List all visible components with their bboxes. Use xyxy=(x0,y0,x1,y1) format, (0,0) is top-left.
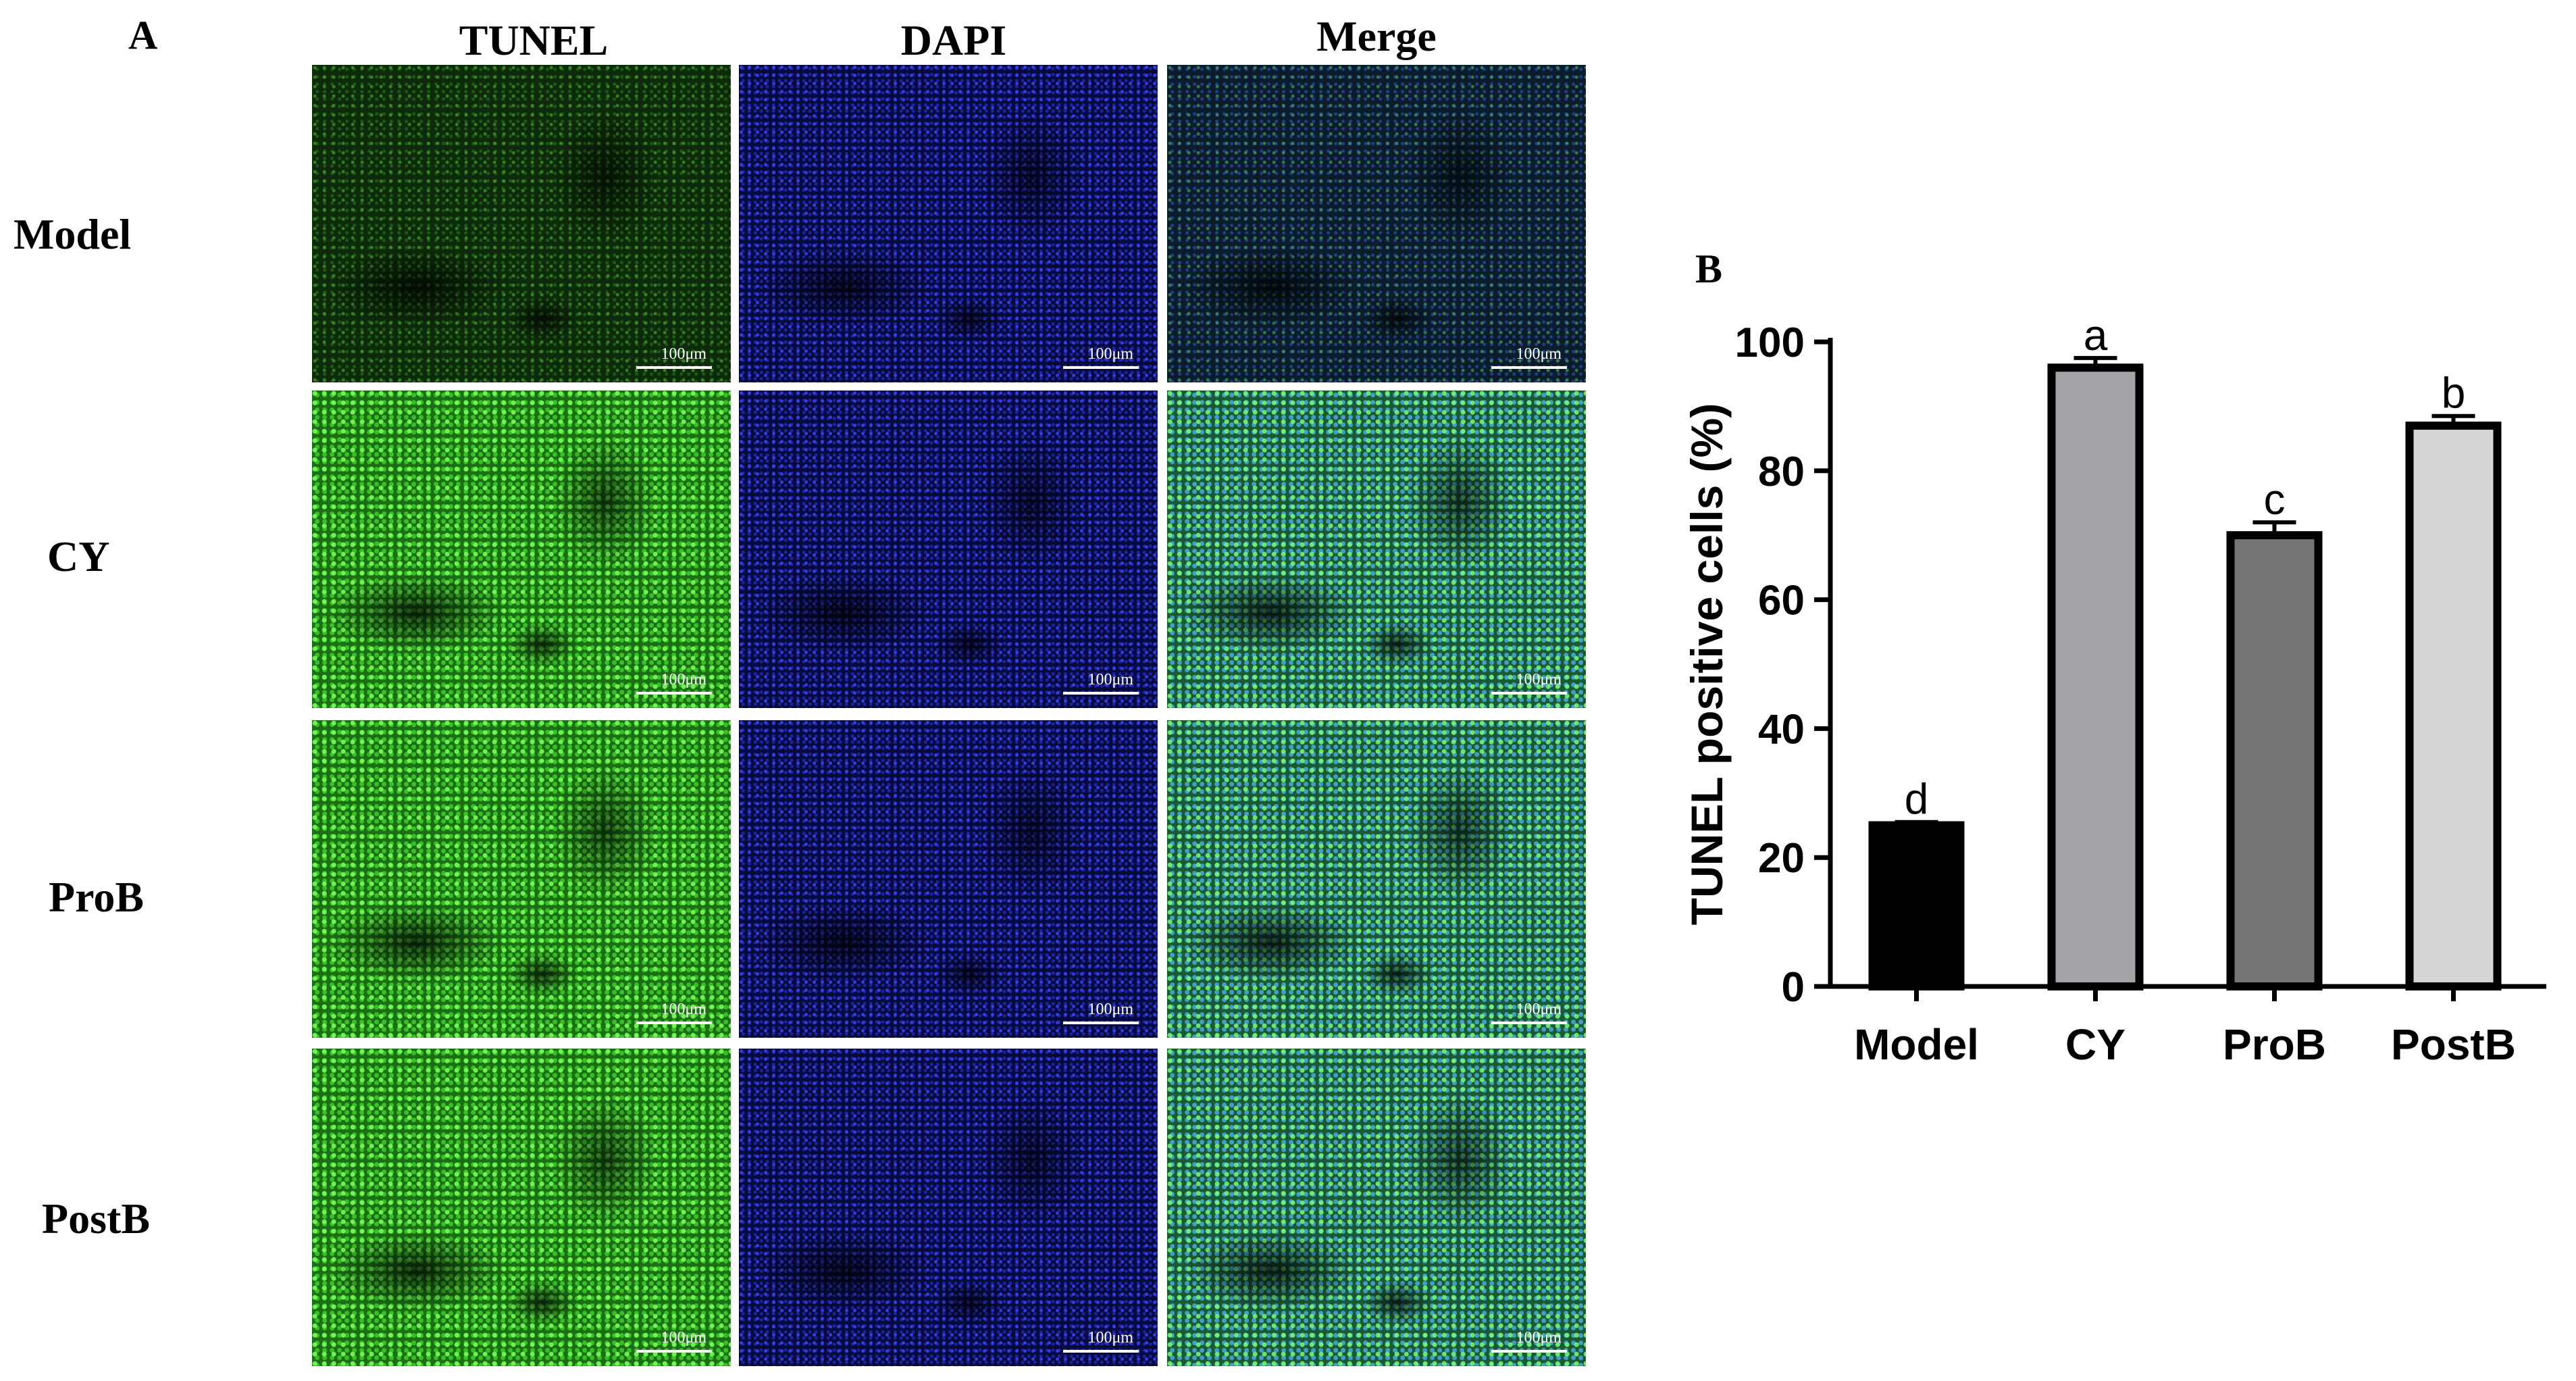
micrograph-shading xyxy=(1167,1049,1586,1366)
row-label-postb: PostB xyxy=(42,1195,150,1242)
micrograph-shading xyxy=(1167,720,1586,1038)
micrograph-shading xyxy=(739,391,1158,708)
bar-cy xyxy=(2047,363,2144,991)
micrograph-shading xyxy=(739,720,1158,1038)
scale-bar-label: 100μm xyxy=(1516,345,1562,363)
scale-bar xyxy=(636,692,712,695)
y-tick-label: 0 xyxy=(1782,964,1805,1011)
scale-bar-label: 100μm xyxy=(1516,671,1562,688)
scale-bar-label: 100μm xyxy=(661,671,706,688)
scale-bar xyxy=(1491,366,1567,369)
scale-bar-label: 100μm xyxy=(1087,1329,1133,1347)
scale-bar-label: 100μm xyxy=(1087,1001,1133,1018)
micrograph-merge-model: 100μm xyxy=(1167,65,1586,382)
micrograph-merge-postb: 100μm xyxy=(1167,1049,1586,1366)
scale-bar-label: 100μm xyxy=(1087,671,1133,688)
significance-letter: b xyxy=(2442,369,2466,418)
row-label-model: Model xyxy=(14,210,132,258)
scale-bar xyxy=(1063,1022,1139,1024)
micrograph-merge-cy: 100μm xyxy=(1167,391,1586,708)
y-tick-label: 80 xyxy=(1758,449,1805,495)
bar-postb xyxy=(2405,422,2502,990)
y-tick-label: 40 xyxy=(1758,706,1805,753)
scale-bar xyxy=(1491,1022,1567,1024)
bar-model xyxy=(1868,821,1965,990)
micrograph-dapi-cy: 100μm xyxy=(739,391,1158,708)
micrograph-tunel-prob: 100μm xyxy=(312,720,731,1038)
scale-bar-label: 100μm xyxy=(1516,1329,1562,1347)
micrograph-dapi-model: 100μm xyxy=(739,65,1158,382)
column-header-tunel: TUNEL xyxy=(459,16,609,64)
scale-bar-label: 100μm xyxy=(1087,345,1133,363)
row-label-cy: CY xyxy=(47,532,110,580)
micrograph-tunel-model: 100μm xyxy=(312,65,731,382)
scale-bar-label: 100μm xyxy=(1516,1001,1562,1018)
scale-bar xyxy=(636,1350,712,1353)
panel-b-letter: B xyxy=(1695,247,1723,291)
micrograph-shading xyxy=(739,1049,1158,1366)
micrograph-shading xyxy=(1167,391,1586,708)
scale-bar xyxy=(636,366,712,369)
significance-letter: c xyxy=(2264,475,2286,524)
micrograph-shading xyxy=(312,720,731,1038)
scale-bar xyxy=(1063,366,1139,369)
significance-letter: d xyxy=(1905,775,1929,824)
micrograph-dapi-prob: 100μm xyxy=(739,720,1158,1038)
scale-bar xyxy=(1491,692,1567,695)
x-tick-label: Model xyxy=(1854,1020,1979,1069)
column-header-merge: Merge xyxy=(1316,12,1437,60)
micrograph-shading xyxy=(739,65,1158,382)
micrograph-merge-prob: 100μm xyxy=(1167,720,1586,1038)
micrograph-shading xyxy=(312,1049,731,1366)
scale-bar-label: 100μm xyxy=(661,1329,706,1347)
x-tick-label: ProB xyxy=(2223,1020,2326,1069)
x-tick-label: CY xyxy=(2065,1020,2126,1069)
column-header-dapi: DAPI xyxy=(900,16,1007,64)
micrograph-shading xyxy=(312,391,731,708)
scale-bar xyxy=(636,1022,712,1024)
micrograph-tunel-postb: 100μm xyxy=(312,1049,731,1366)
bar-prob xyxy=(2226,531,2323,990)
y-tick-label: 20 xyxy=(1758,835,1805,882)
row-label-prob: ProB xyxy=(49,873,145,921)
scale-bar xyxy=(1491,1350,1567,1353)
scale-bar-label: 100μm xyxy=(661,345,706,363)
panel-a-letter: A xyxy=(128,13,158,57)
scale-bar xyxy=(1063,1350,1139,1353)
micrograph-tunel-cy: 100μm xyxy=(312,391,731,708)
x-tick-label: PostB xyxy=(2391,1020,2516,1069)
micrograph-shading xyxy=(1167,65,1586,382)
scale-bar-label: 100μm xyxy=(661,1001,706,1018)
y-axis-label: TUNEL positive cells (%) xyxy=(1682,403,1732,926)
y-tick-label: 60 xyxy=(1758,578,1805,624)
micrograph-shading xyxy=(312,65,731,382)
y-tick-label: 100 xyxy=(1735,320,1805,366)
significance-letter: a xyxy=(2084,311,2108,359)
bar-chart: TUNEL positive cells (%) 0 20 40 60 80 100 d Mod… xyxy=(1682,311,2546,1069)
scale-bar xyxy=(1063,692,1139,695)
micrograph-dapi-postb: 100μm xyxy=(739,1049,1158,1366)
